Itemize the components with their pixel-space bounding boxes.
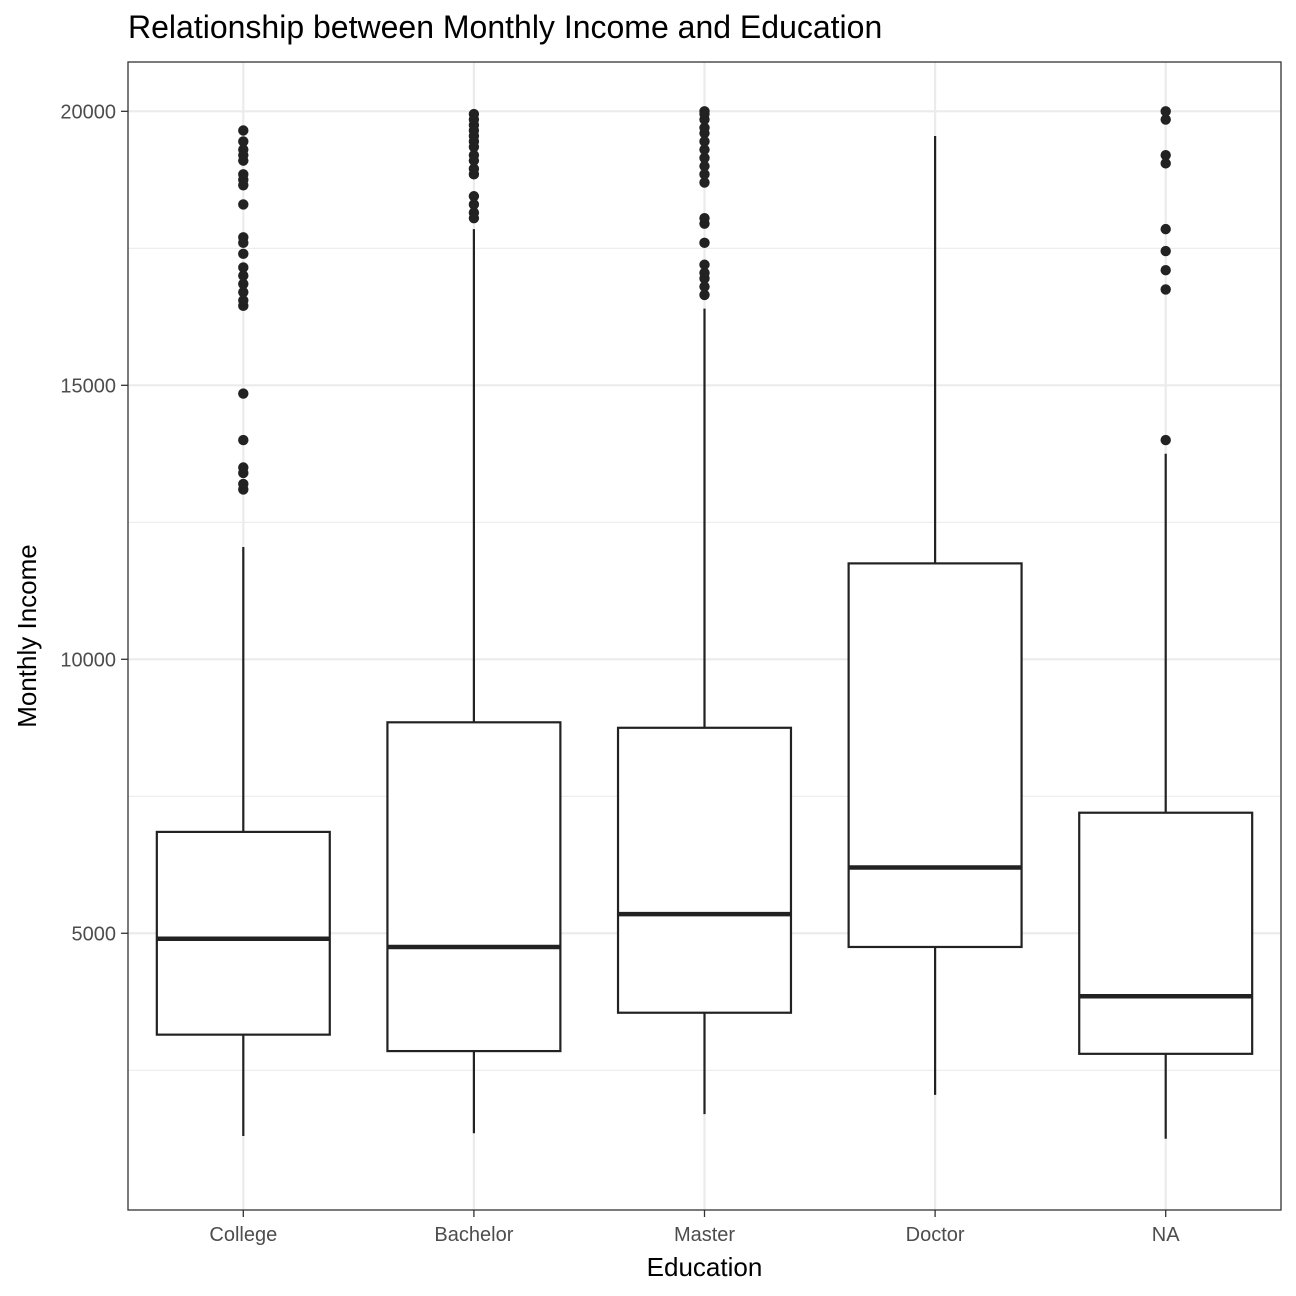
box-iqr (616, 726, 793, 1014)
outlier-point (699, 152, 710, 164)
outlier-point (1160, 223, 1171, 235)
outlier-point (699, 281, 710, 292)
outlier-point (699, 267, 710, 279)
box-group-bachelor (386, 108, 562, 1134)
y-axis-title: Monthly Income (12, 544, 42, 728)
outlier-point (238, 144, 249, 155)
outlier-point (238, 462, 249, 473)
x-tick-label: Bachelor (434, 1224, 513, 1246)
outlier-point (1160, 434, 1171, 446)
chart-title: Relationship between Monthly Income and … (128, 9, 882, 45)
outlier-point (238, 278, 249, 290)
box-series (155, 106, 1254, 1139)
box-iqr (155, 830, 331, 1036)
outlier-point (468, 149, 480, 161)
x-tick-label: Doctor (906, 1224, 965, 1246)
outlier-point (238, 295, 249, 306)
outlier-point (238, 434, 249, 446)
outlier-point (1160, 114, 1171, 125)
outlier-point (238, 270, 249, 281)
box-group-na (1078, 106, 1254, 1139)
outlier-point (1160, 284, 1171, 295)
outlier-point (1160, 158, 1171, 169)
outlier-point (238, 125, 249, 136)
outlier-point (238, 262, 249, 273)
outlier-point (699, 289, 710, 301)
x-tick-label: NA (1152, 1224, 1180, 1246)
y-tick-label: 20000 (60, 101, 116, 123)
y-tick-label: 15000 (60, 375, 116, 397)
outlier-point (238, 248, 249, 259)
outlier-point (238, 169, 249, 180)
x-axis-title: Education (647, 1252, 763, 1282)
outlier-point (468, 191, 480, 202)
outlier-point (699, 169, 710, 180)
outlier-point (468, 207, 480, 218)
outlier-point (468, 199, 480, 210)
outlier-point (699, 259, 710, 270)
outlier-point (238, 388, 249, 399)
box-group-doctor (847, 135, 1023, 1095)
x-tick-label: College (209, 1224, 277, 1246)
outlier-point (699, 237, 710, 249)
outlier-point (699, 177, 710, 188)
y-tick-label: 10000 (60, 649, 116, 671)
axes: 5000 10000 15000 20000 College Bachelor Master… (60, 101, 1180, 1246)
box-iqr (847, 562, 1023, 949)
outlier-point (1160, 106, 1171, 117)
outlier-point (238, 478, 249, 490)
box-iqr (1078, 811, 1254, 1055)
outlier-point (238, 232, 249, 243)
outlier-point (238, 199, 249, 210)
outlier-point (238, 286, 249, 298)
box-group-college (155, 125, 331, 1137)
outlier-point (468, 163, 480, 175)
box-iqr (386, 721, 562, 1053)
outlier-point (238, 136, 249, 147)
outlier-point (1160, 149, 1171, 161)
outlier-point (699, 160, 710, 172)
x-tick-label: Master (674, 1224, 735, 1246)
y-tick-label: 5000 (72, 923, 117, 945)
outlier-point (699, 212, 710, 224)
box-group-master (616, 106, 793, 1115)
outlier-point (699, 122, 710, 133)
outlier-point (1160, 245, 1171, 257)
outlier-point (468, 108, 480, 120)
outlier-point (699, 106, 710, 117)
outlier-point (1160, 265, 1171, 276)
outlier-point (699, 144, 710, 155)
outlier-point (699, 136, 710, 147)
